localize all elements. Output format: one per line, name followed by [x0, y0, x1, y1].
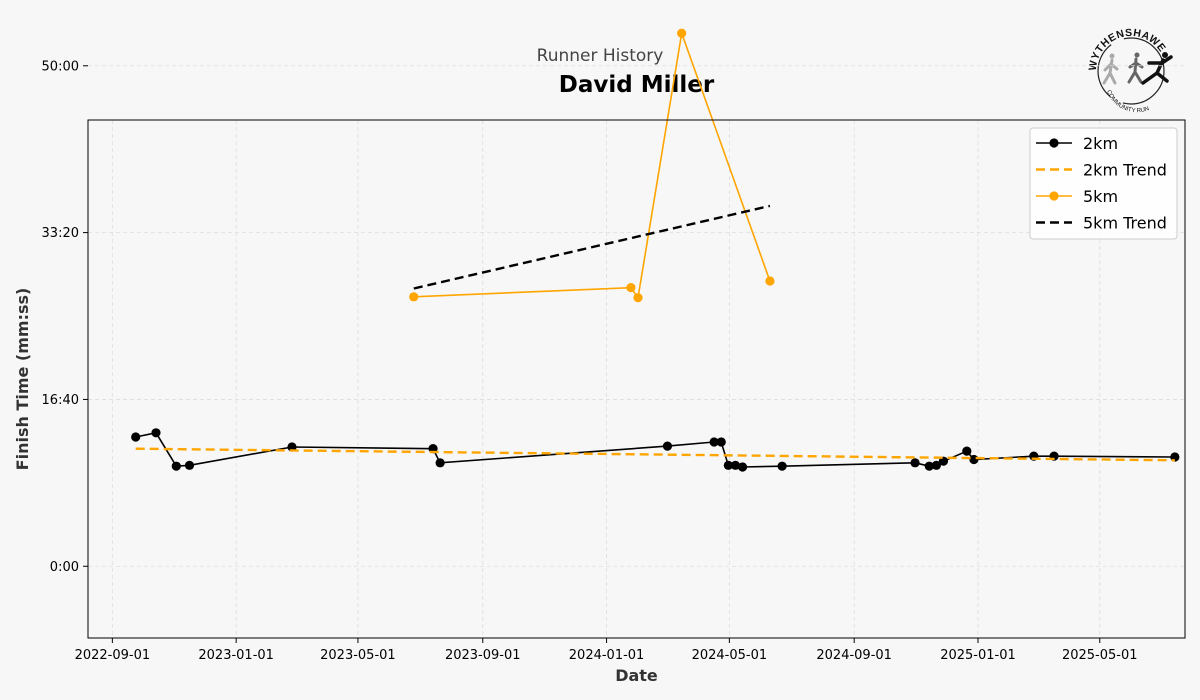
grid-lines	[88, 65, 1185, 638]
data-point-2km	[924, 461, 934, 471]
series-2km-trend	[135, 447, 1175, 462]
data-point-2km	[171, 461, 181, 471]
data-point-5km	[409, 292, 419, 302]
data-point-2km	[737, 462, 748, 472]
data-point-2km	[709, 437, 719, 447]
data-point-2km	[716, 437, 726, 447]
y-tick-label: 33:20	[42, 226, 79, 241]
legend-entry: 2km Trend	[1036, 161, 1167, 180]
data-point-2km	[435, 458, 445, 468]
data-point-5km	[765, 276, 775, 286]
chart-supertitle: Runner History	[536, 46, 664, 66]
series-5km	[409, 28, 775, 303]
x-tick-label: 2023-09-01	[445, 648, 521, 663]
y-tick-label: 50:00	[42, 59, 79, 74]
data-point-2km	[969, 454, 979, 465]
data-point-2km	[723, 460, 733, 470]
x-tick-label: 2022-09-01	[75, 648, 151, 663]
data-point-2km	[962, 446, 972, 456]
y-axis-label: Finish Time (mm:ss)	[13, 288, 32, 471]
data-point-2km	[184, 460, 195, 470]
legend: 2km 2km Trend 5km 5km Trend	[1029, 127, 1178, 240]
y-tick-label: 0:00	[50, 560, 79, 575]
data-point-2km	[931, 460, 941, 470]
data-point-2km	[662, 441, 673, 451]
series-line-5km	[413, 30, 771, 300]
legend-label: 2km	[1083, 134, 1118, 153]
data-point-5km	[633, 293, 643, 303]
data-point-5km	[677, 28, 687, 38]
legend-swatch-marker	[1049, 191, 1059, 201]
legend-label: 5km Trend	[1083, 214, 1167, 233]
x-tick-label: 2025-05-01	[1062, 648, 1138, 663]
x-tick-label: 2025-01-01	[940, 648, 1016, 663]
legend-entry: 2km	[1036, 134, 1118, 153]
data-point-2km	[151, 428, 161, 438]
legend-box	[1029, 127, 1178, 240]
runner-figures-icon	[1102, 52, 1173, 85]
legend-swatch-marker	[1049, 138, 1059, 148]
x-axis-ticks: 2022-09-01 2023-01-01 2023-05-01 2023-09-01…	[75, 638, 1138, 663]
chart-title: David Miller	[558, 72, 715, 98]
x-tick-label: 2024-01-01	[569, 648, 645, 663]
data-point-2km	[777, 461, 787, 471]
series-2km	[131, 428, 1180, 472]
data-point-2km	[730, 460, 741, 470]
legend-entry: 5km Trend	[1036, 214, 1167, 233]
data-point-2km	[131, 432, 141, 442]
legend-entry: 5km	[1036, 187, 1118, 206]
series-line-2km-trend	[135, 447, 1175, 462]
series-5km-trend	[413, 204, 771, 290]
data-point-2km	[910, 458, 920, 468]
plot-area-frame	[87, 119, 1186, 639]
x-tick-label: 2024-09-01	[816, 648, 892, 663]
legend-label: 2km Trend	[1083, 161, 1167, 180]
x-tick-label: 2023-05-01	[320, 648, 396, 663]
y-tick-label: 16:40	[42, 393, 79, 408]
club-logo: WYTHENSHAWE COMMUNITY RUN	[1087, 27, 1173, 114]
legend-label: 5km	[1083, 187, 1118, 206]
x-axis-label: Date	[615, 666, 658, 685]
data-point-5km	[626, 283, 636, 293]
series-layer	[131, 28, 1180, 472]
x-tick-label: 2023-01-01	[198, 648, 274, 663]
x-tick-label: 2024-05-01	[692, 648, 768, 663]
series-line-5km-trend	[413, 204, 771, 290]
